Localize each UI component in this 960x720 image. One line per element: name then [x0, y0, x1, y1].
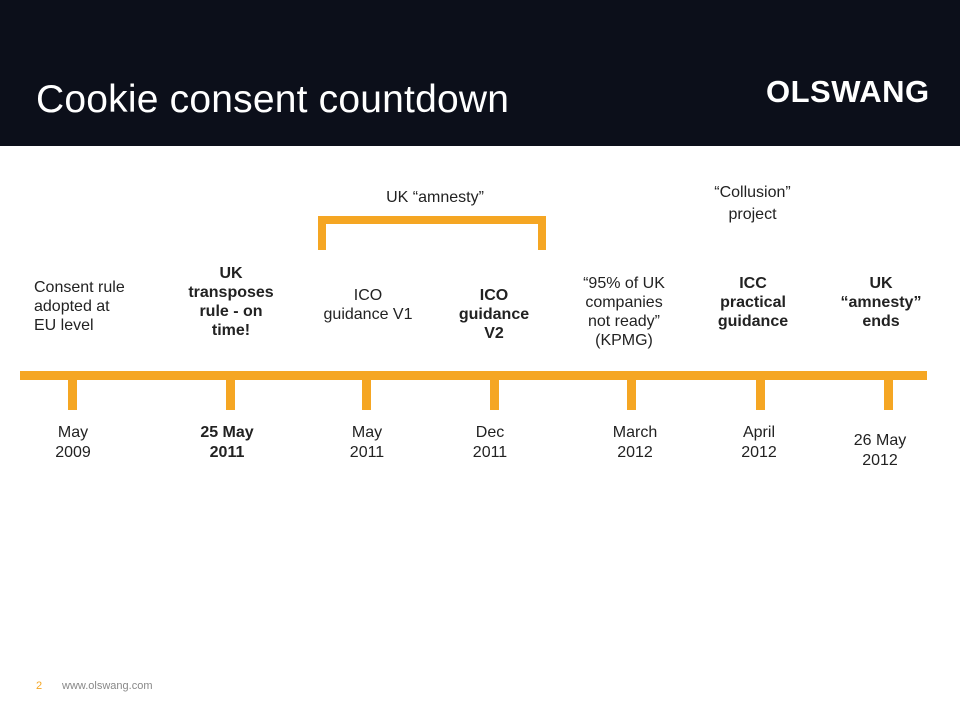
event-date-5: April 2012 — [741, 424, 777, 461]
event-date-6: 26 May 2012 — [853, 432, 907, 469]
event-label-3: ICO guidance V2 — [458, 287, 530, 342]
event-date-2: May 2011 — [349, 424, 385, 461]
timeline-tick-6 — [884, 378, 893, 410]
timeline-tick-2 — [362, 378, 371, 410]
event-label-4: “95% of UK companies not ready” (KPMG) — [583, 275, 665, 349]
event-label-5: ICC practical guidance — [717, 275, 789, 330]
timeline-tick-1 — [226, 378, 235, 410]
event-label-6: UK “amnesty” ends — [840, 275, 922, 330]
amnesty-bracket — [318, 216, 546, 224]
collusion-label: “Collusion” project — [690, 182, 815, 226]
timeline-bar — [20, 371, 927, 380]
timeline-tick-4 — [627, 378, 636, 410]
olswang-logo: OLSWANG — [766, 74, 930, 109]
event-label-1: UK transposes rule - on time! — [188, 265, 274, 339]
footer-url: www.olswang.com — [62, 680, 153, 692]
timeline-tick-3 — [490, 378, 499, 410]
collusion-label-line2: project — [728, 206, 777, 223]
header-band — [0, 0, 960, 146]
event-date-3: Dec 2011 — [472, 424, 508, 461]
event-date-4: March 2012 — [612, 424, 658, 461]
event-date-1: 25 May 2011 — [200, 424, 254, 461]
amnesty-bracket-right — [538, 216, 546, 250]
page-number: 2 — [36, 680, 43, 692]
amnesty-bracket-label: UK “amnesty” — [386, 189, 484, 206]
amnesty-bracket-left — [318, 216, 326, 250]
timeline-tick-5 — [756, 378, 765, 410]
timeline-tick-0 — [68, 378, 77, 410]
collusion-label-line1: “Collusion” — [714, 184, 791, 201]
event-label-2: ICO guidance V1 — [323, 287, 413, 323]
event-date-0: May 2009 — [55, 424, 91, 461]
slide-title: Cookie consent countdown — [36, 78, 510, 121]
event-label-0: Consent rule adopted at EU level — [34, 279, 125, 334]
